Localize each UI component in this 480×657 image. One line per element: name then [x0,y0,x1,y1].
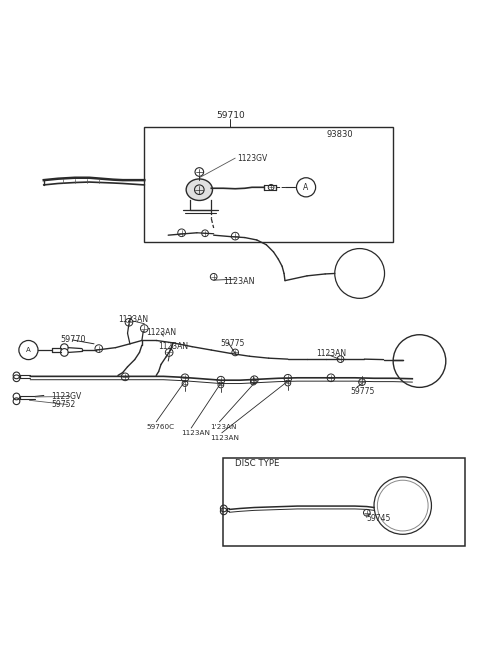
Text: 1123AN: 1123AN [118,315,148,325]
Text: 59760C: 59760C [147,424,175,430]
Text: 1123AN: 1123AN [223,277,255,286]
Text: 1123GV: 1123GV [51,392,81,401]
Text: 59710: 59710 [216,111,245,120]
Circle shape [60,349,68,356]
Text: 1123AN: 1123AN [147,328,177,337]
Circle shape [297,178,316,197]
Text: 59745: 59745 [367,514,391,524]
Text: 1'23AN: 1'23AN [210,424,236,430]
Ellipse shape [186,179,213,200]
Text: 59752: 59752 [51,400,75,409]
Text: 1123AN: 1123AN [181,430,211,436]
Circle shape [374,477,432,534]
Text: 59775: 59775 [350,387,374,396]
Text: 1123AN: 1123AN [210,435,239,441]
Text: 1123AN: 1123AN [158,342,189,351]
Circle shape [393,334,446,388]
Text: 93830: 93830 [326,130,353,139]
Bar [144,127,393,242]
Circle shape [60,344,68,351]
Text: 1123AN: 1123AN [317,349,347,358]
Text: 59770: 59770 [60,334,86,344]
Bar [223,458,465,546]
Text: A: A [26,347,31,353]
Text: DISC TYPE: DISC TYPE [235,459,280,468]
Circle shape [19,340,38,359]
Text: 1123GV: 1123GV [238,154,268,163]
Text: A: A [303,183,309,192]
Circle shape [335,248,384,298]
Text: 59775: 59775 [221,339,245,348]
